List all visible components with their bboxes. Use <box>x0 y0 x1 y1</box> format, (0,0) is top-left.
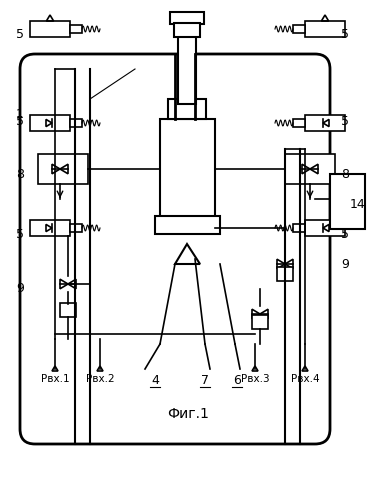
Bar <box>305 115 345 131</box>
Bar <box>330 174 365 229</box>
Bar <box>293 25 305 33</box>
Bar <box>30 21 70 37</box>
Text: 7: 7 <box>201 375 209 388</box>
Text: 5: 5 <box>16 114 24 128</box>
Bar <box>60 303 76 317</box>
Bar <box>160 119 215 219</box>
Text: 14: 14 <box>350 198 366 211</box>
Text: 6: 6 <box>233 375 241 388</box>
Text: Фиг.1: Фиг.1 <box>167 407 209 421</box>
Bar <box>285 154 335 184</box>
Text: Рвх.2: Рвх.2 <box>86 374 114 384</box>
Bar <box>305 220 345 236</box>
Bar <box>70 25 82 33</box>
Text: 5: 5 <box>341 27 349 40</box>
Bar <box>305 21 345 37</box>
Text: Рвх.1: Рвх.1 <box>40 374 69 384</box>
Text: 5: 5 <box>16 27 24 40</box>
Bar <box>70 224 82 232</box>
Bar <box>252 315 268 329</box>
Bar <box>293 119 305 127</box>
Bar <box>38 154 88 184</box>
Bar <box>30 220 70 236</box>
Bar <box>155 216 220 234</box>
Text: 4: 4 <box>151 375 159 388</box>
Bar <box>168 99 206 119</box>
Text: Рвх.4: Рвх.4 <box>291 374 319 384</box>
Text: 5: 5 <box>341 114 349 128</box>
Bar <box>277 267 293 281</box>
Text: 5: 5 <box>16 228 24 241</box>
Text: 8: 8 <box>341 168 349 181</box>
Bar <box>70 119 82 127</box>
Bar <box>170 12 204 24</box>
Text: Рвх.3: Рвх.3 <box>241 374 269 384</box>
Text: 1: 1 <box>16 107 24 120</box>
Bar <box>178 24 196 104</box>
Text: 9: 9 <box>341 257 349 270</box>
Bar <box>293 224 305 232</box>
Bar <box>30 115 70 131</box>
Bar <box>174 23 200 37</box>
Text: 5: 5 <box>341 228 349 241</box>
Text: 8: 8 <box>16 168 24 181</box>
Text: 9: 9 <box>16 282 24 295</box>
